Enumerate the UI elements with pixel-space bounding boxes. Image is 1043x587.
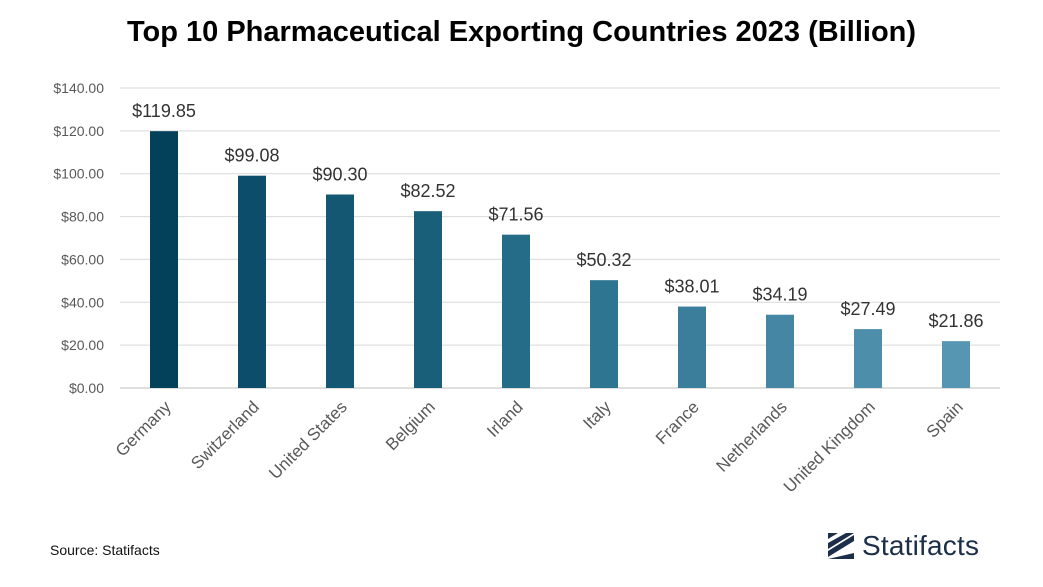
gridlines: [120, 87, 1000, 389]
bar: [414, 211, 442, 388]
data-label: $119.85: [132, 101, 196, 121]
bar: [238, 175, 266, 388]
bar: [590, 280, 618, 388]
y-tick-label: $60.00: [61, 251, 104, 267]
data-label: $82.52: [400, 181, 455, 201]
bars: [150, 131, 970, 388]
bar: [766, 314, 794, 388]
bar: [326, 194, 354, 388]
bar: [502, 234, 530, 388]
x-tick-label: Italy: [579, 397, 615, 433]
x-axis-ticks: Germany Switzerland United States Belgium Ir…: [112, 397, 967, 496]
x-tick-label: Switzerland: [187, 397, 263, 473]
source-note: Source: Statifacts: [50, 542, 160, 558]
data-label: $21.86: [928, 311, 983, 331]
data-labels: $119.85 $99.08 $90.30 $82.52 $71.56 $50.32 $38…: [132, 101, 983, 331]
bar: [678, 306, 706, 388]
data-label: $71.56: [488, 205, 543, 225]
bar: [854, 329, 882, 388]
y-tick-label: $100.00: [53, 166, 104, 182]
y-tick-label: $40.00: [61, 294, 104, 310]
brand-logo: Statifacts: [826, 528, 979, 564]
y-tick-label: $0.00: [69, 380, 104, 396]
x-tick-label: Irland: [483, 397, 527, 441]
y-tick-label: $80.00: [61, 209, 104, 225]
chart-title: Top 10 Pharmaceutical Exporting Countrie…: [126, 16, 917, 48]
x-tick-label: Spain: [923, 397, 967, 441]
x-tick-label: Belgium: [382, 397, 439, 454]
x-tick-label: United Kingdom: [780, 397, 879, 496]
bar: [150, 131, 178, 388]
data-label: $90.30: [312, 165, 367, 185]
data-label: $27.49: [840, 299, 895, 319]
x-tick-label: United States: [265, 397, 351, 483]
data-label: $34.19: [752, 285, 807, 305]
y-tick-label: $20.00: [61, 337, 104, 353]
y-tick-label: $140.00: [53, 80, 104, 96]
data-label: $38.01: [664, 277, 719, 297]
x-tick-label: Netherlands: [713, 397, 791, 475]
statifacts-logo-icon: [828, 533, 854, 559]
x-tick-label: Germany: [112, 397, 175, 460]
brand-name: Statifacts: [862, 530, 980, 561]
data-label: $50.32: [576, 250, 631, 270]
y-tick-label: $120.00: [53, 123, 104, 139]
y-axis-ticks: $0.00 $20.00 $40.00 $60.00 $80.00 $100.00 $120…: [53, 80, 104, 396]
bar: [942, 341, 970, 388]
data-label: $99.08: [224, 146, 279, 166]
x-tick-label: France: [652, 397, 703, 448]
